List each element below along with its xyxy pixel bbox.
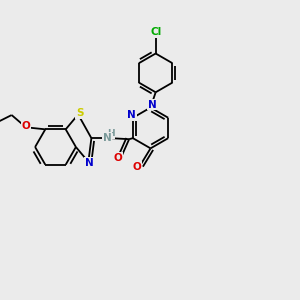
Text: N: N: [148, 100, 156, 110]
Text: N: N: [85, 158, 94, 168]
Text: O: O: [22, 121, 30, 131]
Text: S: S: [76, 108, 83, 118]
Text: Cl: Cl: [150, 27, 161, 37]
Text: N: N: [103, 133, 111, 143]
Text: H: H: [107, 129, 115, 138]
Text: O: O: [113, 152, 122, 163]
Text: O: O: [132, 162, 141, 172]
Text: N: N: [127, 110, 136, 120]
